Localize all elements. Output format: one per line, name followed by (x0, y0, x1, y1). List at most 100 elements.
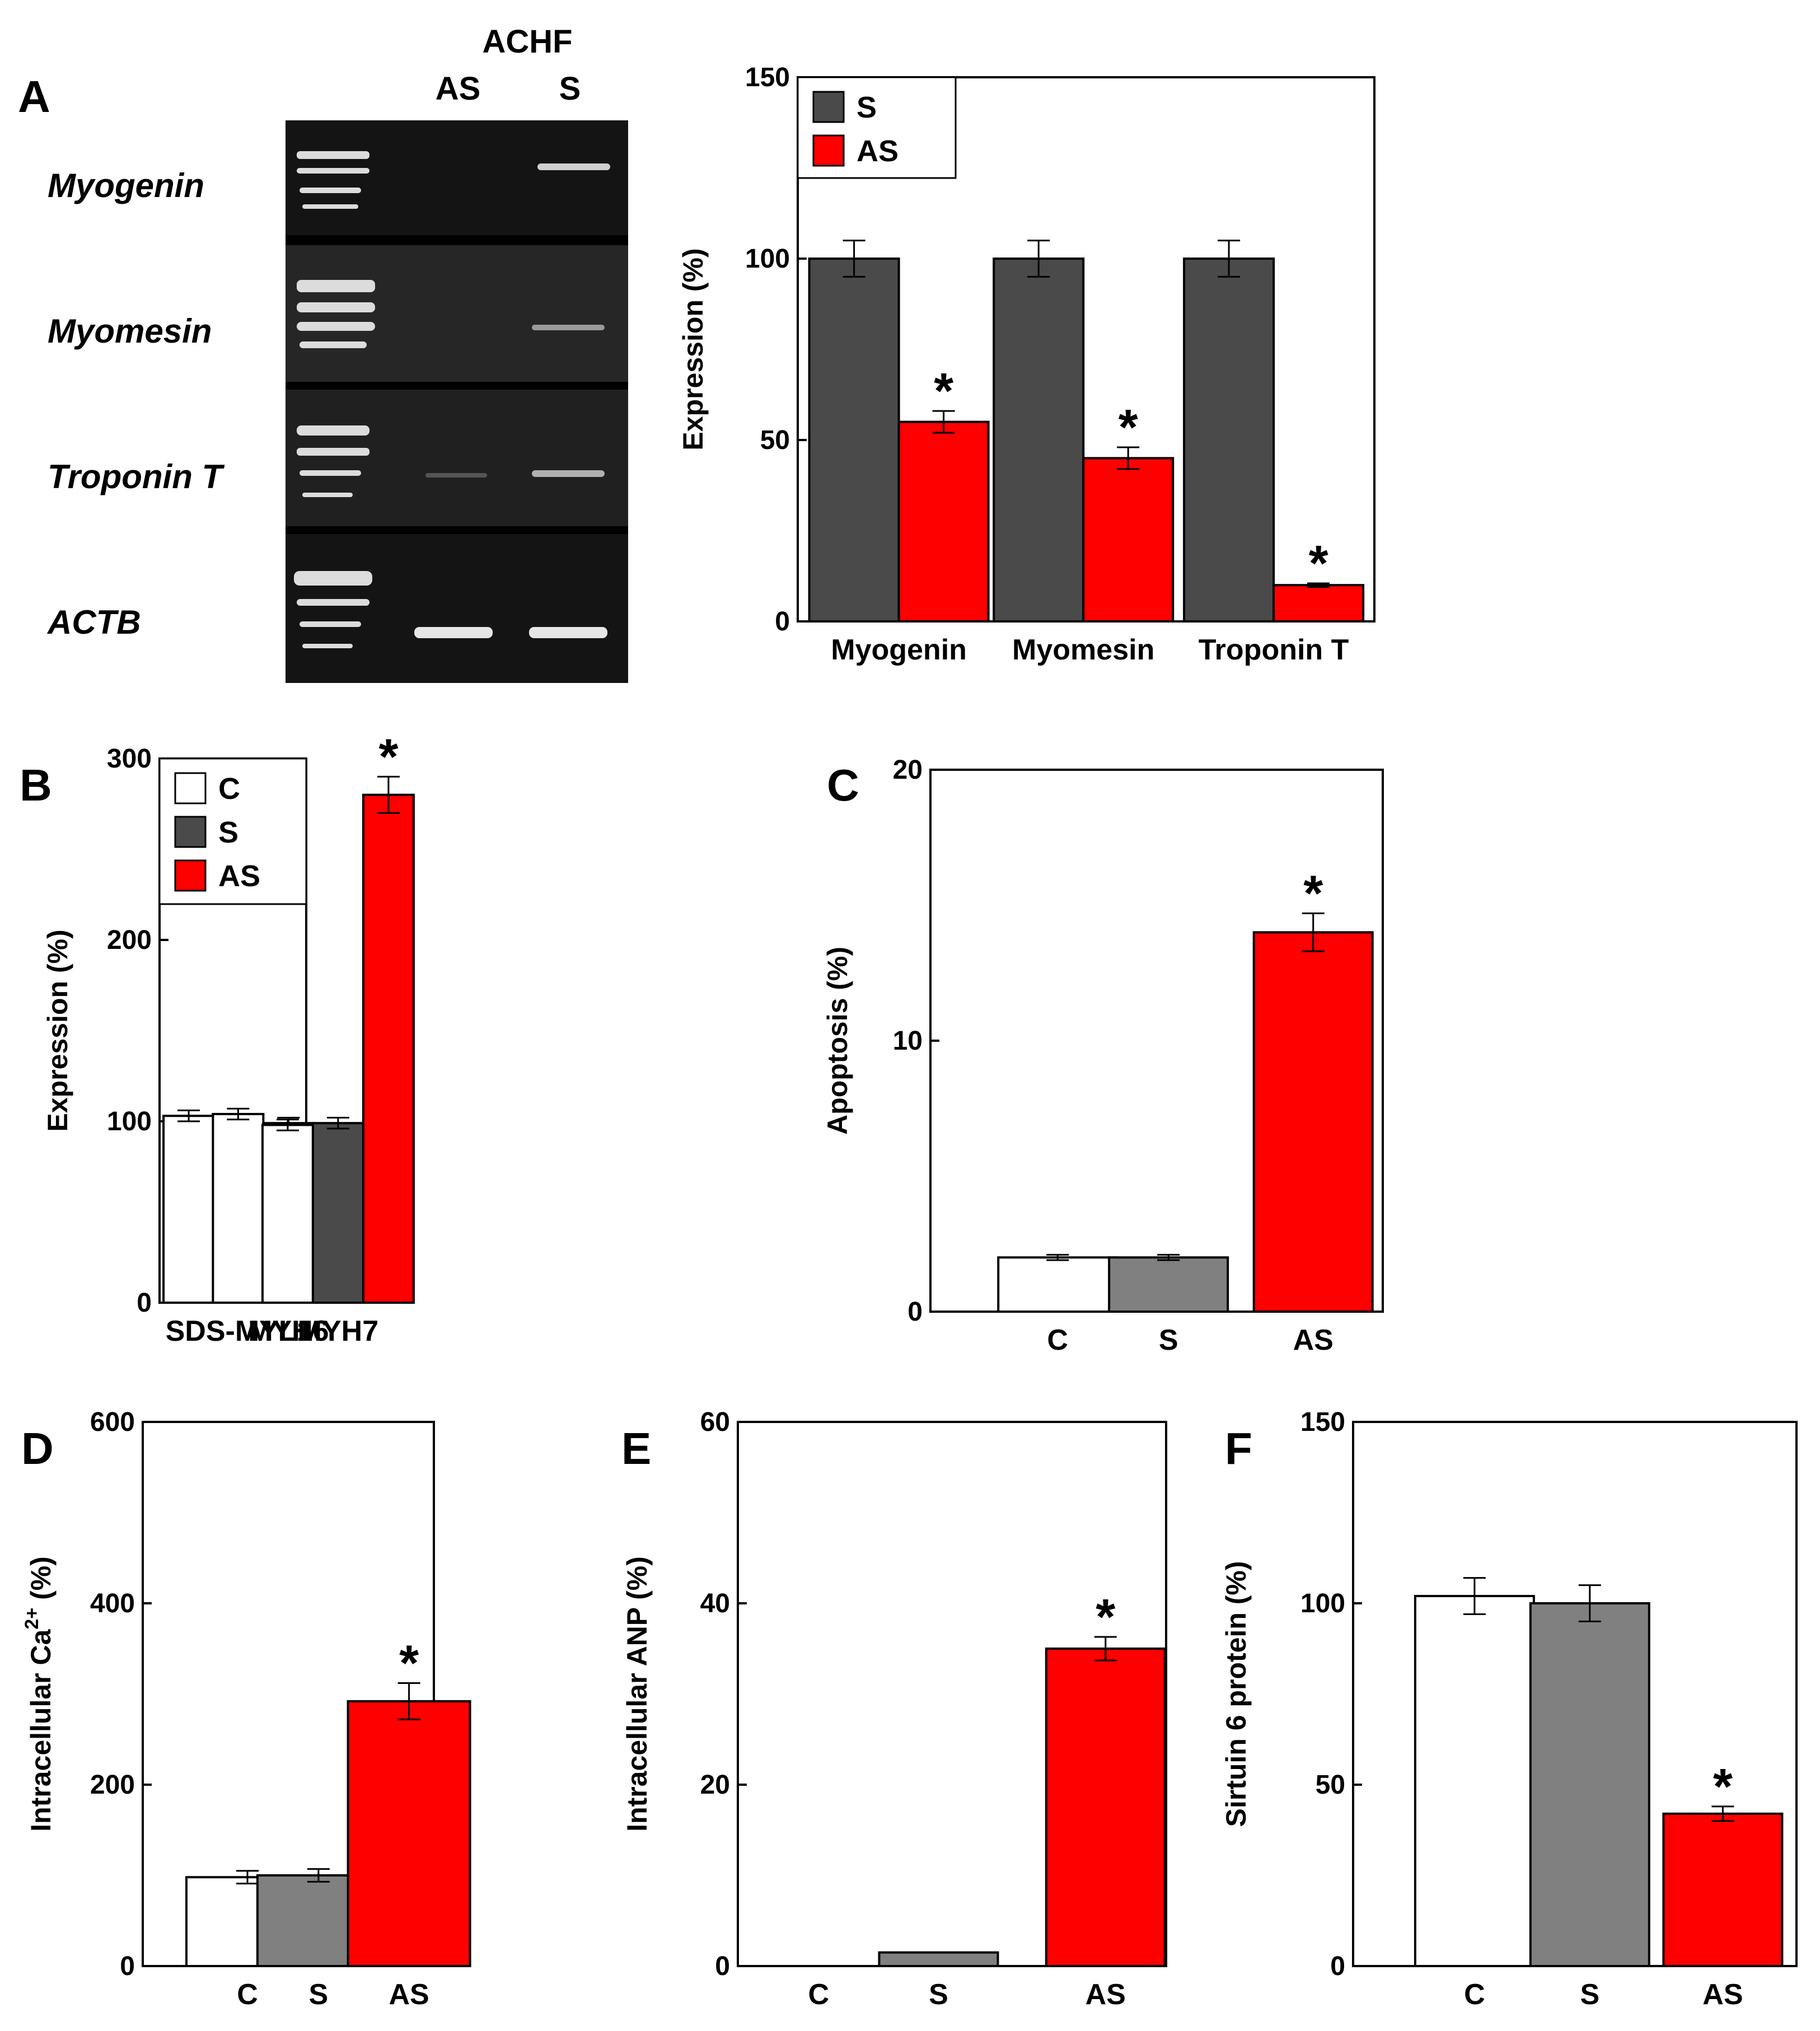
gel-separator (286, 526, 628, 534)
significance-star: * (934, 363, 953, 419)
x-category-label: AS (389, 1978, 429, 2011)
x-category-label: C (808, 1978, 829, 2011)
y-tick-label: 50 (1316, 1770, 1345, 1800)
legend-swatch (812, 91, 845, 123)
y-axis-label: Intracellular Ca2+ (%) (21, 1556, 57, 1832)
x-category-label: S (309, 1978, 329, 2011)
bar-c (261, 1124, 314, 1304)
bar-c (997, 1256, 1119, 1313)
panel-label: B (20, 760, 52, 810)
gel-gene-label: Myomesin (48, 312, 212, 350)
y-axis-label-main: Intracellular Ca (25, 1628, 57, 1831)
y-axis-label: Apoptosis (%) (822, 947, 853, 1135)
gel-panel-label: A (18, 72, 50, 121)
y-tick-label: 100 (1300, 1589, 1345, 1618)
y-tick-label: 200 (107, 925, 152, 955)
y-axis-label: Sirtuin 6 protein (%) (1220, 1561, 1252, 1827)
bar-s (1183, 258, 1275, 623)
bar-c (212, 1113, 265, 1304)
legend-label: S (218, 816, 238, 849)
gel-lane-label: S (559, 71, 581, 107)
significance-star: * (1119, 400, 1138, 456)
legend-label: S (857, 91, 877, 124)
y-tick-label: 40 (700, 1589, 730, 1618)
y-tick-label: 60 (700, 1407, 730, 1437)
y-tick-label: 10 (893, 1026, 923, 1056)
bar-as (1252, 931, 1374, 1313)
y-tick-label: 200 (90, 1770, 135, 1800)
bar-s (878, 1951, 999, 1967)
gel-ladder (294, 151, 375, 648)
legend-label: AS (857, 134, 899, 168)
x-category-label: AS (1086, 1978, 1126, 2011)
x-category-label: Myomesin (1012, 634, 1154, 666)
x-category-label: SDS-MYL1 (166, 1315, 313, 1347)
bar-as (1045, 1648, 1166, 1967)
bar-s (311, 1122, 364, 1304)
bar-s (993, 258, 1085, 623)
y-axis-label-superscript: 2+ (21, 1608, 43, 1630)
y-tick-label: 0 (715, 1952, 730, 1981)
significance-star: * (1713, 1759, 1733, 1815)
y-tick-label: 400 (90, 1589, 135, 1618)
y-tick-label: 300 (107, 744, 152, 774)
gel-header: ACHF (482, 24, 572, 60)
y-tick-label: 150 (1300, 1407, 1345, 1437)
gel-separator (286, 382, 628, 390)
significance-star: * (1303, 866, 1323, 922)
significance-star: * (1309, 536, 1328, 592)
x-category-label: C (237, 1978, 258, 2011)
bar-s (1108, 1256, 1229, 1313)
x-category-label: AS (1293, 1324, 1334, 1356)
significance-star: * (378, 729, 398, 785)
legend-swatch (174, 816, 207, 848)
bar-as (362, 793, 415, 1304)
gel-bands (414, 163, 610, 638)
x-category-label: S (1580, 1978, 1599, 2011)
gel-gene-label: Myogenin (48, 167, 204, 204)
y-tick-label: 20 (700, 1770, 730, 1800)
x-category-label: C (1047, 1324, 1068, 1356)
y-tick-label: 100 (745, 244, 790, 274)
y-tick-label: 0 (775, 607, 790, 637)
y-tick-label: 0 (120, 1952, 135, 1981)
significance-star: * (399, 1636, 419, 1692)
gel-panel: A ACHF AS S Myogenin Myomesin Troponin T… (18, 24, 628, 683)
panel-label: F (1225, 1424, 1252, 1473)
bar-s (808, 258, 900, 623)
x-category-label: C (1464, 1978, 1485, 2011)
gel-strip (286, 390, 628, 526)
x-category-label: Troponin T (1199, 634, 1349, 666)
bar-s (1529, 1602, 1650, 1967)
panel-label: E (621, 1424, 651, 1473)
panel-label: D (21, 1424, 54, 1473)
y-tick-label: 20 (893, 755, 923, 785)
gel-gene-label: ACTB (46, 603, 141, 641)
bar-c (1414, 1595, 1535, 1968)
legend-label: C (218, 772, 240, 806)
x-category-label: S (1159, 1324, 1178, 1356)
y-axis-label: Expression (%) (677, 248, 709, 450)
y-tick-label: 100 (107, 1107, 152, 1136)
y-tick-label: 0 (137, 1288, 152, 1318)
panel-label: C (827, 760, 859, 810)
legend-swatch (174, 772, 207, 804)
legend-label: AS (218, 859, 260, 893)
gel-gene-label: Troponin T (48, 458, 225, 495)
x-category-label: AS (1702, 1978, 1743, 2011)
y-tick-label: 50 (760, 425, 790, 455)
bar-as (1662, 1812, 1784, 1968)
x-category-label: MYH6 (248, 1315, 329, 1347)
gel-separator (286, 235, 628, 245)
y-tick-label: 600 (90, 1407, 135, 1437)
legend-swatch (174, 859, 207, 892)
y-tick-label: 0 (1330, 1952, 1345, 1981)
bar-as (1082, 457, 1175, 623)
y-tick-label: 150 (745, 63, 790, 92)
y-axis-label: Expression (%) (42, 929, 73, 1131)
gel-lane-label: AS (436, 71, 481, 107)
bar-as (897, 420, 990, 623)
bar-c (162, 1115, 216, 1304)
